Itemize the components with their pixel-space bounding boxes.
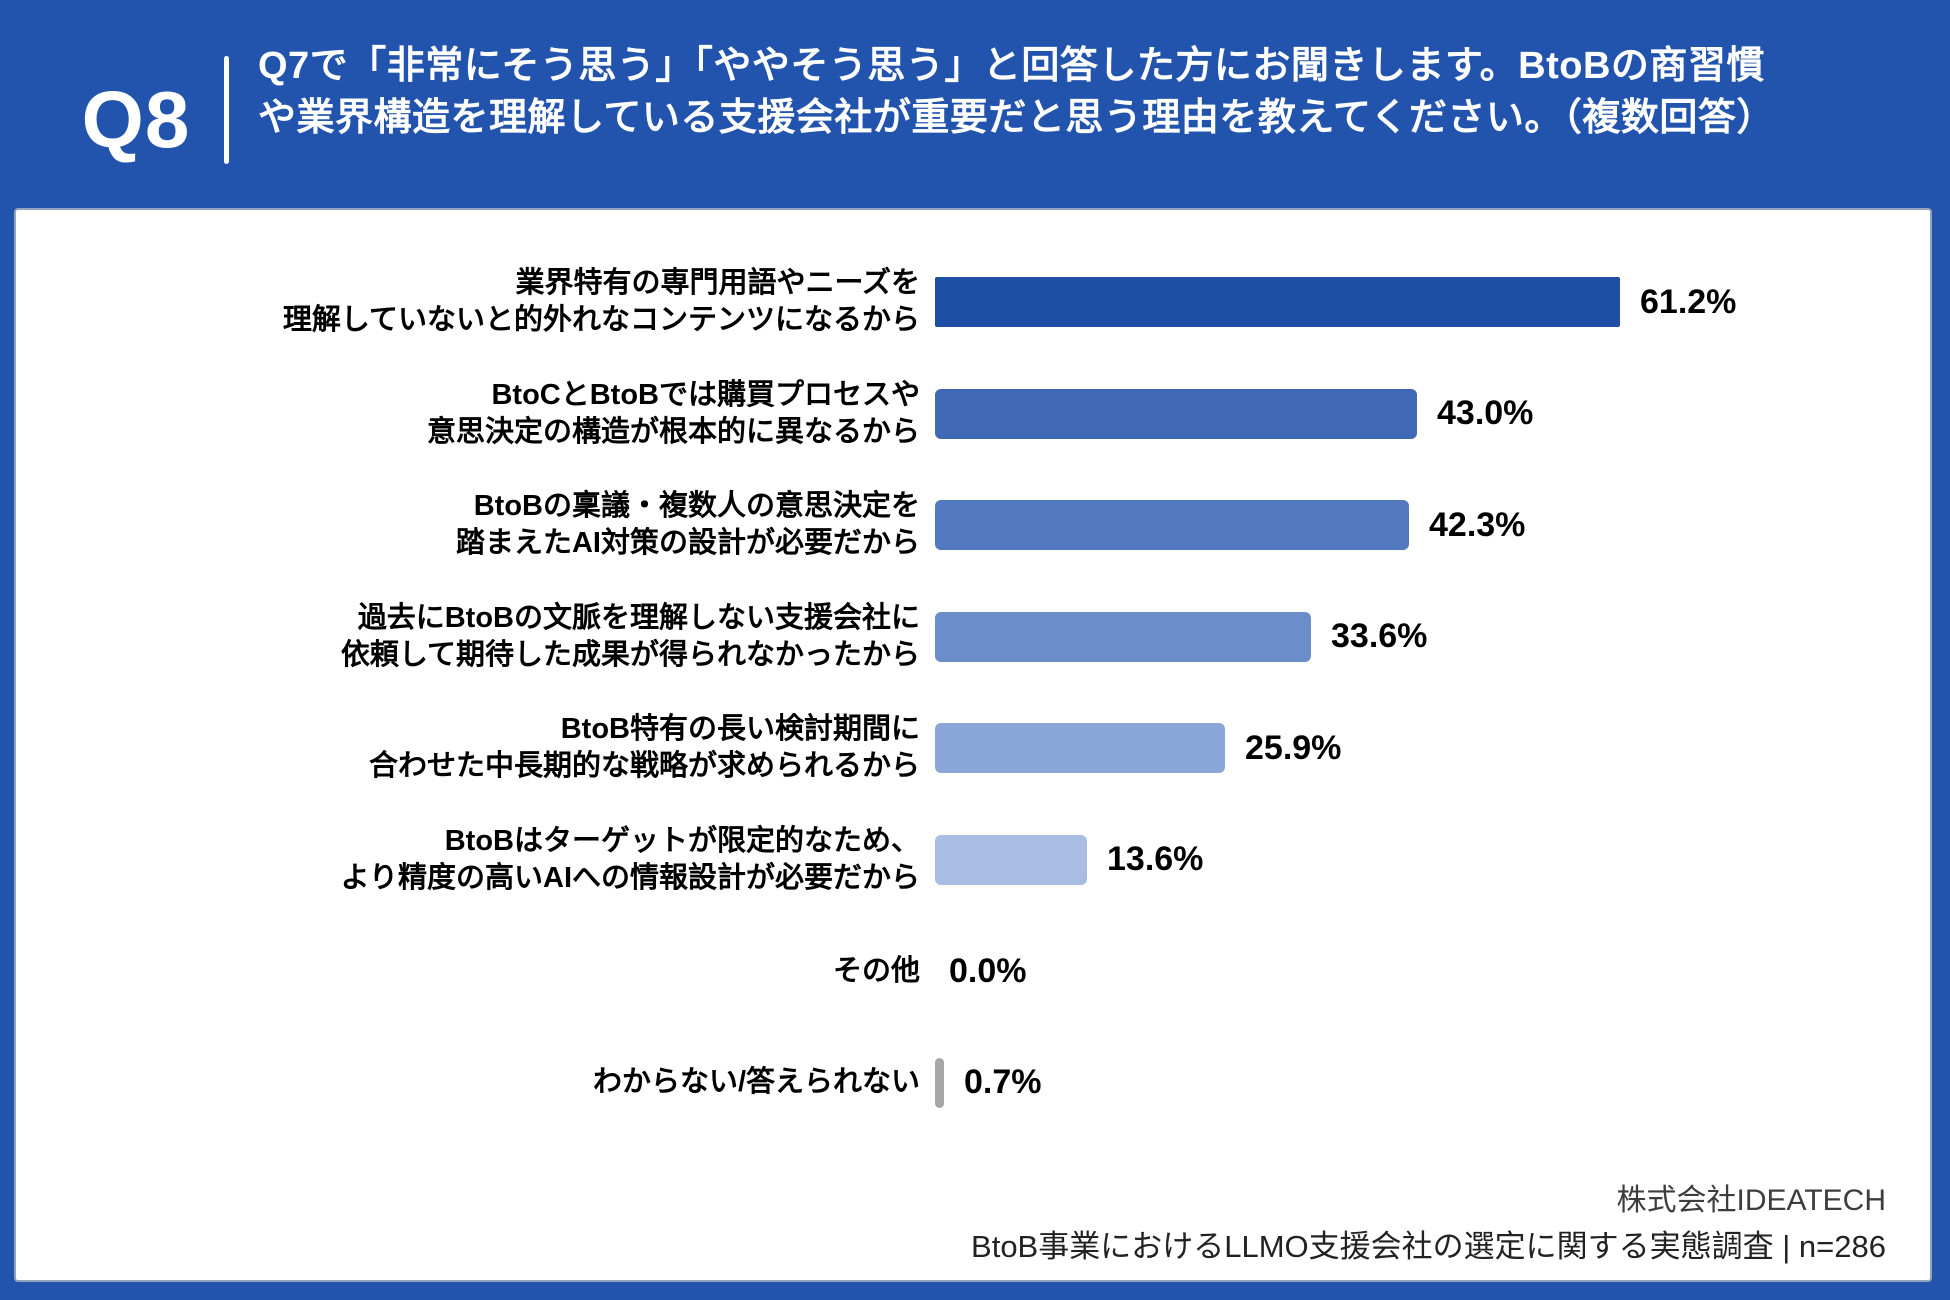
- bar: [935, 611, 1311, 662]
- bar-label: わからない/答えられない: [592, 1066, 920, 1098]
- bar-value: 13.6%: [1107, 840, 1204, 878]
- bar: [935, 277, 1620, 327]
- chart-row: 業界特有の専門用語やニーズを 理解していないと的外れなコンテンツになるから 61.…: [16, 246, 1930, 358]
- chart-footer: 株式会社IDEATECH BtoB事業におけるLLMO支援会社の選定に関する実態…: [971, 1178, 1886, 1270]
- bar-label: その他: [832, 954, 920, 987]
- question-number: Q8: [81, 75, 191, 164]
- bar-value: 42.3%: [1429, 505, 1526, 544]
- chart-row: BtoCとBtoBでは購買プロセスや 意思決定の構造が根本的に異なるから 43.0…: [16, 358, 1930, 470]
- bar-value: 0.0%: [949, 951, 1027, 990]
- chart-row: その他 0.0%: [16, 915, 1930, 1027]
- chart-rows: 業界特有の専門用語やニーズを 理解していないと的外れなコンテンツになるから 61.…: [16, 210, 1930, 1280]
- chart-row: BtoBの稟議・複数人の意思決定を 踏まえたAI対策の設計が必要だから 42.3%: [16, 469, 1930, 581]
- chart-row: BtoBはターゲットが限定的なため、 より精度の高いAIへの情報設計が必要だから…: [16, 804, 1930, 916]
- bar-label: BtoBの稟議・複数人の意思決定を 踏まえたAI対策の設計が必要だから: [455, 490, 920, 559]
- bar-value: 61.2%: [1640, 282, 1737, 321]
- chart-row: BtoB特有の長い検討期間に 合わせた中長期的な戦略が求められるから 25.9%: [16, 692, 1930, 804]
- bar: [935, 500, 1409, 550]
- chart-row: 過去にBtoBの文脈を理解しない支援会社に 依頼して期待した成果が得られなかった…: [16, 581, 1930, 693]
- bar-value: 33.6%: [1331, 617, 1428, 655]
- bar-label: 業界特有の専門用語やニーズを 理解していないと的外れなコンテンツになるから: [282, 267, 920, 336]
- chart-card: 業界特有の専門用語やニーズを 理解していないと的外れなコンテンツになるから 61.…: [14, 208, 1932, 1282]
- bar: [935, 1057, 944, 1108]
- chart-row: わからない/答えられない 0.7%: [16, 1027, 1930, 1139]
- bar-value: 25.9%: [1245, 728, 1342, 767]
- bar: [935, 834, 1087, 885]
- bar-value: 0.7%: [964, 1063, 1042, 1101]
- footer-company: 株式会社IDEATECH: [1616, 1184, 1886, 1217]
- bar-label: BtoCとBtoBでは購買プロセスや 意思決定の構造が根本的に異なるから: [426, 378, 920, 448]
- question-text: Q7で「非常にそう思う」「ややそう思う」と回答した方にお聞きします。BtoBの商…: [258, 45, 1775, 139]
- bar-label: BtoB特有の長い検討期間に 合わせた中長期的な戦略が求められるから: [368, 713, 920, 782]
- bar-value: 43.0%: [1437, 394, 1534, 432]
- bar-label: 過去にBtoBの文脈を理解しない支援会社に 依頼して期待した成果が得られなかった…: [340, 601, 920, 671]
- bar-label: BtoBはターゲットが限定的なため、 より精度の高いAIへの情報設計が必要だから: [340, 824, 920, 894]
- header-divider: [224, 56, 229, 164]
- footer-survey-title: BtoB事業におけるLLMO支援会社の選定に関する実態調査 | n=286: [971, 1229, 1886, 1264]
- bar: [935, 723, 1225, 773]
- bar: [935, 388, 1417, 439]
